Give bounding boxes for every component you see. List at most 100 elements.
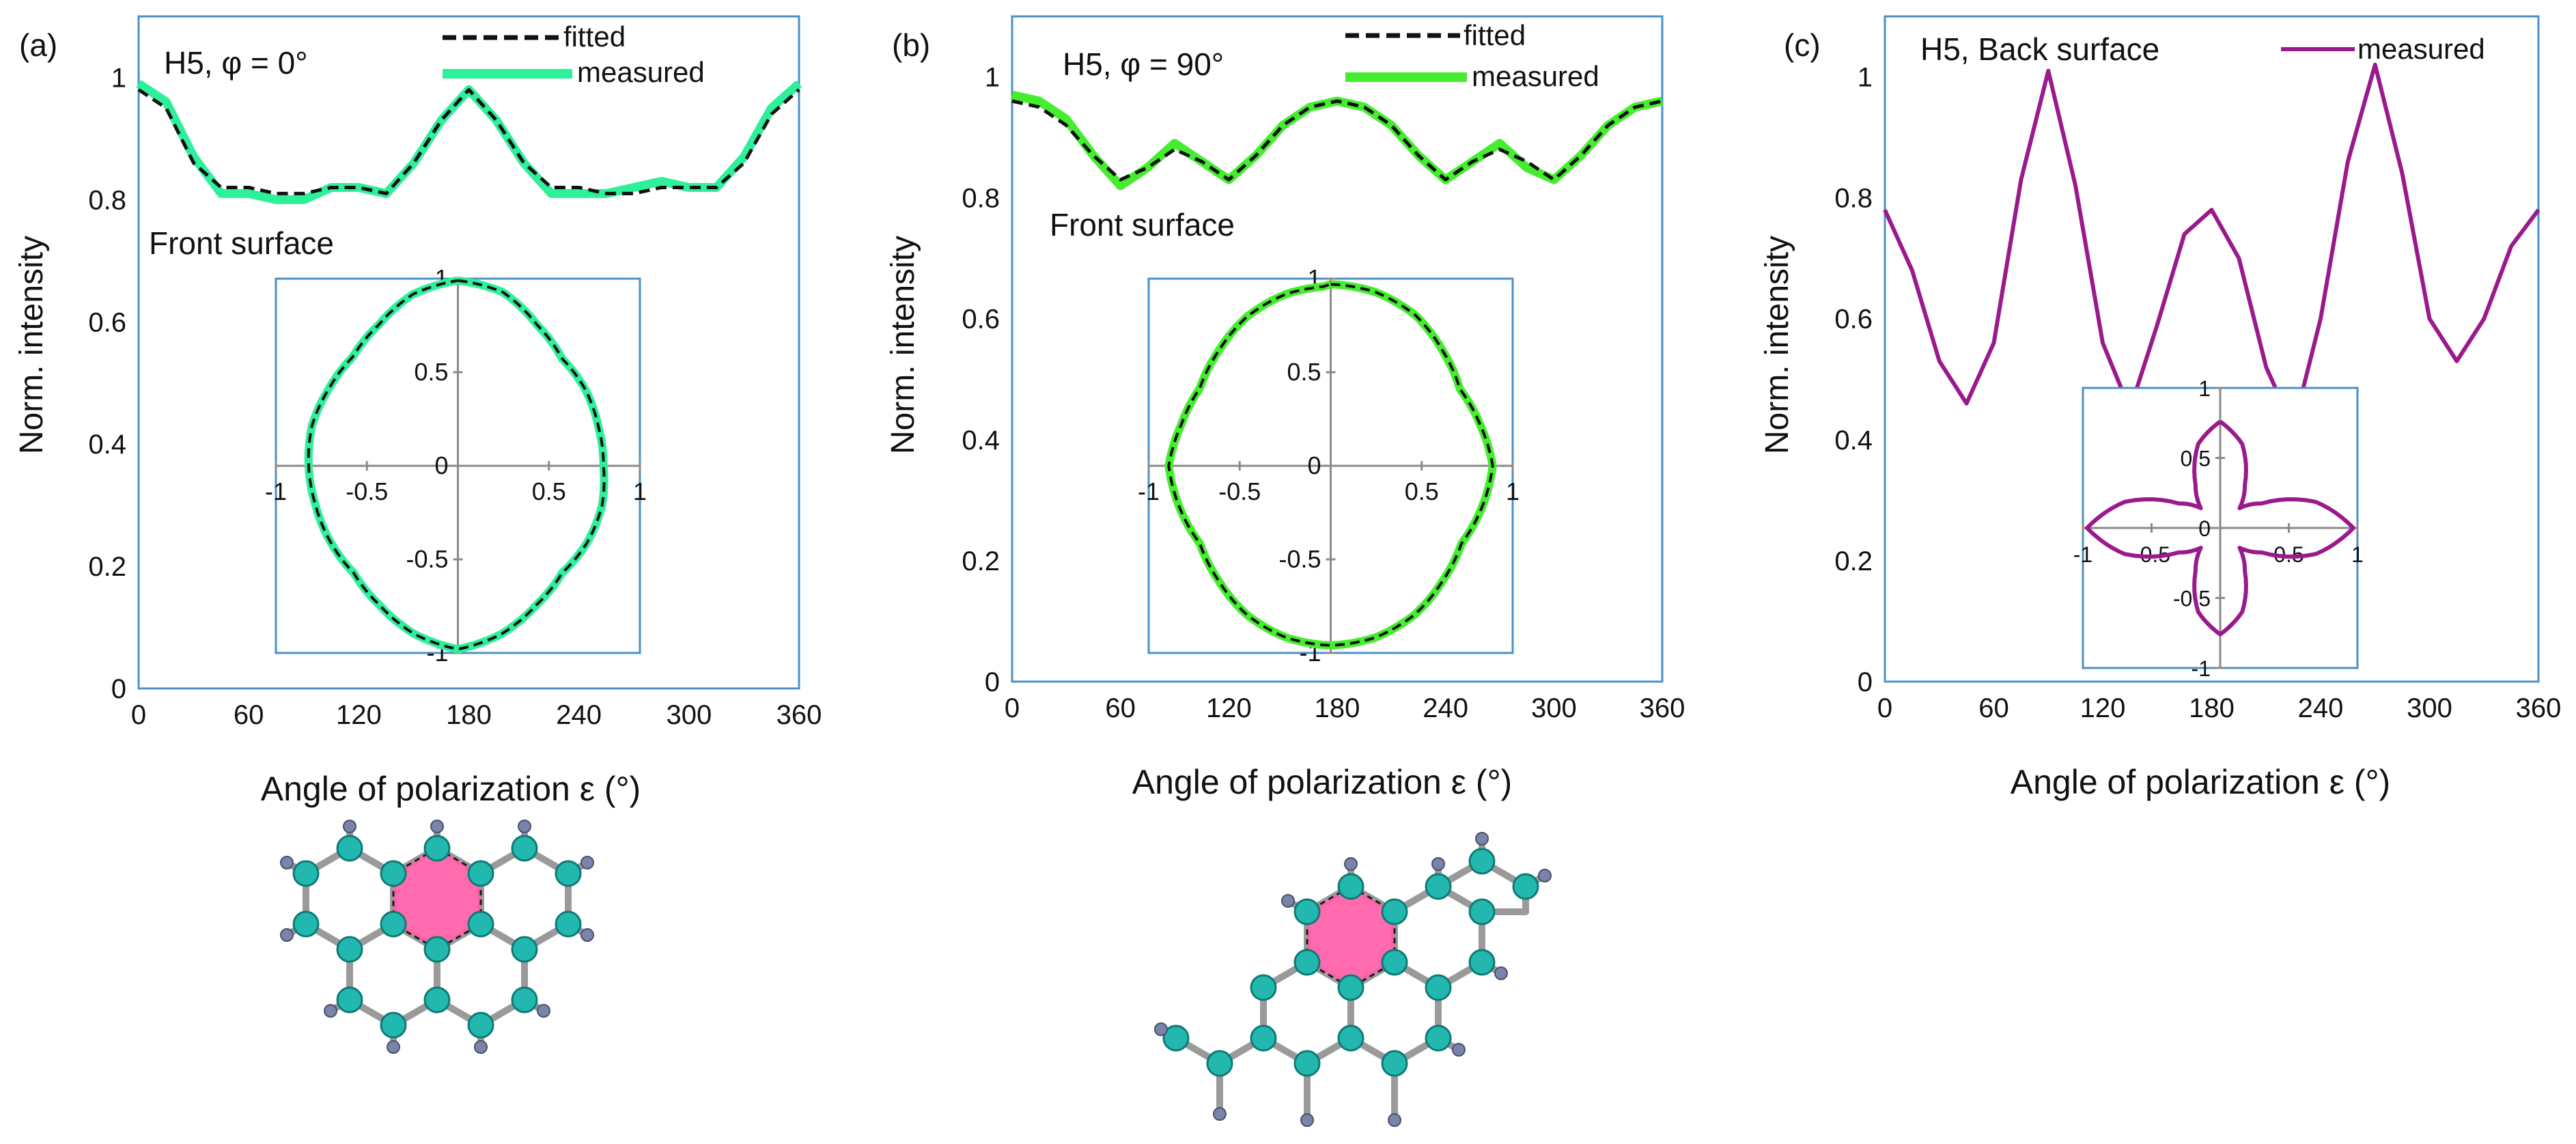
carbon-atom (555, 860, 582, 887)
hydrogen-atom (1452, 1043, 1466, 1057)
y-tick-label: 0.6 (962, 305, 1000, 335)
inset-curve-measured (2085, 419, 2355, 637)
series-line-fitted (1011, 99, 1663, 182)
inset-y-tick-label: 0.5 (1287, 358, 1321, 386)
y-axis-label: Norm. intensity (1759, 236, 1795, 454)
hydrogen-atom (430, 820, 444, 833)
inset-curve-measured (1164, 280, 1497, 650)
carbon-atom (336, 835, 363, 862)
x-tick-label: 240 (1423, 693, 1468, 723)
y-tick-label: 0.2 (962, 546, 1000, 576)
hydrogen-atom (324, 1004, 337, 1018)
carbon-atom (380, 1012, 407, 1039)
carbon-atom (336, 936, 363, 963)
y-tick-label: 0 (985, 667, 1000, 697)
hydrogen-atom (1475, 832, 1489, 846)
carbon-atom (1468, 848, 1496, 875)
carbon-atom (1250, 974, 1277, 1001)
carbon-atom (467, 910, 494, 938)
inset-x-tick-label: -1 (265, 477, 287, 505)
legend: fitted measured (443, 20, 705, 88)
hydrogen-atom (518, 820, 531, 833)
carbon-atom (1381, 949, 1408, 976)
inset-x-tick-label: 0.5 (1405, 477, 1439, 505)
x-tick-label: 360 (776, 700, 822, 730)
hydrogen-atom (280, 856, 294, 869)
y-tick-label: 0.8 (1834, 184, 1873, 214)
legend-label-measured: measured (577, 56, 705, 88)
chart-title: H5, φ = 0° (164, 45, 308, 81)
legend-label-fitted: fitted (1464, 19, 1526, 51)
carbon-atom (467, 860, 494, 887)
series-group (1883, 62, 2540, 430)
inset-x-tick-label: -0.5 (346, 477, 388, 505)
plot-frame (1884, 15, 2540, 683)
hydrogen-atom (580, 928, 594, 942)
carbon-atom (380, 860, 407, 887)
carbon-atom (511, 835, 538, 862)
carbon-atom (555, 910, 582, 938)
y-tick-label: 0.8 (962, 184, 1000, 214)
x-tick-label: 300 (2407, 693, 2452, 723)
series-group (136, 79, 802, 204)
y-axis-label: Norm. intensity (885, 236, 921, 454)
carbon-atom (336, 986, 363, 1014)
carbon-atom (1468, 949, 1496, 976)
x-tick-label: 300 (666, 700, 712, 730)
x-tick-label: 60 (234, 700, 264, 730)
hydrogen-atom (580, 856, 594, 869)
carbon-atom (511, 986, 538, 1014)
hydrogen-atom (387, 1040, 400, 1054)
x-tick-label: 180 (446, 700, 492, 730)
carbon-atoms (292, 835, 582, 1039)
molecule-diagram-b (1154, 832, 1552, 1127)
inset-x-tick-label: 1 (1506, 477, 1520, 505)
hydrogen-atom (537, 1004, 550, 1018)
annotation-front-surface: Front surface (149, 225, 334, 261)
inset-x-tick-label: -0.5 (1218, 477, 1261, 505)
y-tick-label: 0 (1858, 667, 1873, 697)
legend: measured (2281, 33, 2485, 65)
y-tick-label: 1 (111, 63, 126, 93)
inset-y-tick-label: 0 (1307, 451, 1321, 479)
inset-curve-measured (304, 276, 608, 654)
carbon-atom (292, 860, 320, 887)
hydrogen-atoms (1154, 832, 1552, 1127)
inset-y-tick-label: 0 (434, 451, 448, 479)
polar-inset: -1 -0.5 0.5 110.50-0.5-1 (2073, 376, 2364, 681)
y-tick-label: 0.4 (962, 425, 1000, 456)
hydrogen-atom (1538, 869, 1552, 882)
hydrogen-atom (1388, 1113, 1401, 1127)
carbon-atoms (1162, 848, 1539, 1077)
x-tick-label: 60 (1105, 693, 1136, 723)
carbon-atom (1337, 873, 1364, 900)
y-tick-labels: 0 0.2 0.4 0.6 0.8 1 (962, 63, 1000, 697)
y-tick-label: 0.4 (88, 430, 126, 460)
y-tick-label: 0.6 (1834, 305, 1873, 335)
panel-label: (b) (892, 27, 930, 63)
x-tick-label: 120 (1206, 693, 1252, 723)
x-tick-labels: 0 60 120 180 240 300 360 (131, 700, 822, 730)
legend-label-fitted: fitted (563, 20, 626, 53)
hydrogen-atom (1494, 966, 1508, 980)
legend-label-measured: measured (2357, 33, 2485, 65)
chart-title: H5, φ = 90° (1063, 46, 1224, 82)
y-tick-label: 0.2 (88, 552, 126, 582)
carbon-atom (1337, 974, 1364, 1001)
x-tick-label: 60 (1978, 693, 2009, 723)
carbon-atom (1468, 898, 1496, 925)
carbon-atom (1293, 898, 1321, 925)
x-tick-label: 0 (131, 700, 146, 730)
carbon-atom (423, 986, 451, 1014)
inset-y-tick-label: -1 (2192, 656, 2211, 681)
series-line-measured (136, 79, 802, 204)
carbon-atom (467, 1012, 494, 1039)
inset-x-tick-label: -1 (2073, 542, 2092, 567)
inset-y-tick-label: -0.5 (2173, 587, 2211, 611)
carbon-atom (292, 910, 320, 938)
x-tick-label: 360 (2516, 693, 2562, 723)
carbon-atom (1425, 1024, 1452, 1052)
y-axis-label: Norm. intensity (14, 236, 50, 454)
x-tick-label: 360 (1640, 693, 1685, 723)
